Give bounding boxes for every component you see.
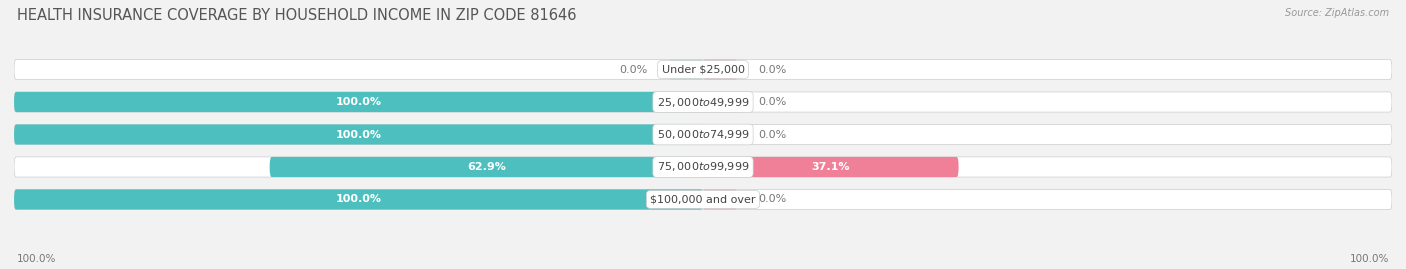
FancyBboxPatch shape	[14, 189, 703, 210]
Text: $75,000 to $99,999: $75,000 to $99,999	[657, 161, 749, 174]
Text: 100.0%: 100.0%	[1350, 254, 1389, 264]
FancyBboxPatch shape	[14, 59, 1392, 80]
Text: Source: ZipAtlas.com: Source: ZipAtlas.com	[1285, 8, 1389, 18]
Text: 100.0%: 100.0%	[336, 97, 381, 107]
FancyBboxPatch shape	[14, 189, 1392, 210]
Text: $25,000 to $49,999: $25,000 to $49,999	[657, 95, 749, 108]
Text: HEALTH INSURANCE COVERAGE BY HOUSEHOLD INCOME IN ZIP CODE 81646: HEALTH INSURANCE COVERAGE BY HOUSEHOLD I…	[17, 8, 576, 23]
Text: $100,000 and over: $100,000 and over	[650, 194, 756, 204]
FancyBboxPatch shape	[703, 157, 959, 177]
FancyBboxPatch shape	[14, 125, 1392, 144]
FancyBboxPatch shape	[703, 189, 738, 210]
Text: 37.1%: 37.1%	[811, 162, 851, 172]
Text: 0.0%: 0.0%	[758, 129, 786, 140]
Text: Under $25,000: Under $25,000	[661, 65, 745, 75]
FancyBboxPatch shape	[703, 92, 738, 112]
FancyBboxPatch shape	[703, 59, 738, 80]
Text: 0.0%: 0.0%	[758, 65, 786, 75]
FancyBboxPatch shape	[270, 157, 703, 177]
Text: 100.0%: 100.0%	[17, 254, 56, 264]
Text: 100.0%: 100.0%	[336, 194, 381, 204]
Text: 0.0%: 0.0%	[758, 97, 786, 107]
FancyBboxPatch shape	[14, 125, 703, 144]
FancyBboxPatch shape	[703, 125, 738, 144]
Text: 100.0%: 100.0%	[336, 129, 381, 140]
Text: 0.0%: 0.0%	[758, 194, 786, 204]
Text: 62.9%: 62.9%	[467, 162, 506, 172]
FancyBboxPatch shape	[14, 92, 703, 112]
Text: $50,000 to $74,999: $50,000 to $74,999	[657, 128, 749, 141]
FancyBboxPatch shape	[14, 157, 1392, 177]
FancyBboxPatch shape	[14, 92, 1392, 112]
Text: 0.0%: 0.0%	[620, 65, 648, 75]
FancyBboxPatch shape	[669, 59, 703, 80]
